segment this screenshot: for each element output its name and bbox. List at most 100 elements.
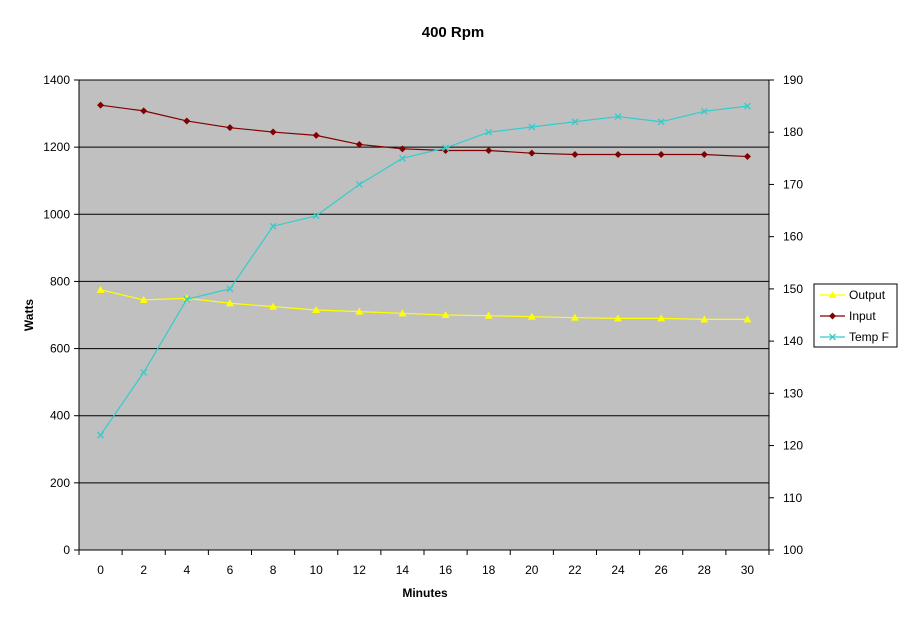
y2-tick-label: 110 [783,491,802,505]
x-tick-label: 2 [140,563,147,577]
point-output [743,315,752,323]
point-temp-f-stroke [614,113,622,121]
legend-marker-temp-f [829,333,836,341]
series-line-temp-f [100,105,748,436]
point-temp-f [312,212,320,220]
point-temp-f [183,295,191,303]
point-temp-f-stroke [398,154,406,162]
legend-label-temp-f: Temp F [849,330,889,344]
point-input [183,117,191,125]
point-temp-f [398,154,406,162]
y-tick-label: 800 [50,274,70,288]
point-temp-f-stroke [97,431,105,439]
point-input [226,124,234,132]
point-output [312,305,321,313]
x-tick-label: 26 [655,563,669,577]
point-temp-f-stroke [743,102,751,110]
x-tick-label: 18 [482,563,496,577]
y2-tick-label: 120 [783,439,803,453]
point-temp-f-stroke [226,285,234,293]
legend-marker-input [829,312,836,320]
series-temp-f [97,102,751,439]
chart-title: 400 Rpm [422,24,485,41]
x-tick-label: 8 [270,563,277,577]
point-temp-f [97,431,105,439]
point-temp-f [442,144,450,152]
point-temp-f [700,107,708,115]
y-axis-title: Watts [22,299,36,332]
point-temp-f-stroke [140,368,148,376]
y-tick-label: 400 [50,409,70,423]
y2-tick-label: 130 [783,386,803,400]
x-tick-label: 12 [353,563,367,577]
y2-tick-label: 160 [783,230,803,244]
y2-tick-label: 180 [783,125,803,139]
point-temp-f [226,285,234,293]
y2-tick-label: 140 [783,334,803,348]
legend-entry-input: Input [820,309,876,323]
point-output [570,313,579,321]
legend-label-output: Output [849,288,886,302]
point-temp-f [140,368,148,376]
point-temp-f-stroke [355,180,363,188]
point-temp-f [743,102,751,110]
point-input [140,107,148,115]
series-line-output [100,289,748,320]
series-input [97,101,751,161]
series-lines [96,101,752,439]
point-temp-f [657,118,665,126]
legend-entry-temp-f: Temp F [820,330,889,344]
legend-marker-output [828,291,837,298]
point-temp-f-stroke [312,212,320,220]
point-output [441,311,450,318]
plot-area [79,80,769,550]
point-input [743,153,751,161]
point-output [269,302,278,310]
point-temp-f-stroke [528,123,536,131]
point-input [269,128,277,136]
point-input [485,147,493,154]
y-tick-label: 200 [50,476,70,490]
x-tick-label: 4 [183,563,190,577]
point-temp-f [269,222,277,230]
point-input [398,145,406,153]
point-temp-f [485,128,493,136]
point-input [657,151,665,159]
point-temp-f-stroke [269,222,277,230]
y-tick-label: 600 [50,342,70,356]
point-input [700,151,708,159]
point-output [484,311,493,319]
point-output [139,295,148,303]
point-temp-f-stroke [183,295,191,303]
x-tick-label: 30 [741,563,755,577]
point-input [97,101,105,109]
point-temp-f-stroke [700,107,708,115]
point-input [571,151,579,159]
point-temp-f [614,113,622,121]
x-tick-label: 14 [396,563,410,577]
y2-tick-label: 190 [783,73,803,87]
point-output [527,312,536,320]
point-input [528,149,536,157]
point-input [614,151,622,159]
x-tick-label: 10 [310,563,324,577]
point-output [657,314,666,322]
y2-tick-label: 100 [783,543,803,557]
point-temp-f-stroke [485,128,493,136]
legend-marker-temp-f-stroke [829,333,836,341]
series-line-input [100,104,748,158]
y-tick-label: 1200 [43,140,70,154]
point-input [355,140,363,148]
x-tick-label: 6 [227,563,234,577]
legend-label-input: Input [849,309,876,323]
legend-entry-output: Output [820,288,886,302]
point-output [355,307,364,315]
point-output [96,285,105,293]
y2-tick-label: 170 [783,177,803,191]
y-tick-label: 1000 [43,207,70,221]
series-output [96,285,752,323]
point-temp-f [571,118,579,126]
x-axis-title: Minutes [402,586,448,600]
point-temp-f-stroke [571,118,579,126]
